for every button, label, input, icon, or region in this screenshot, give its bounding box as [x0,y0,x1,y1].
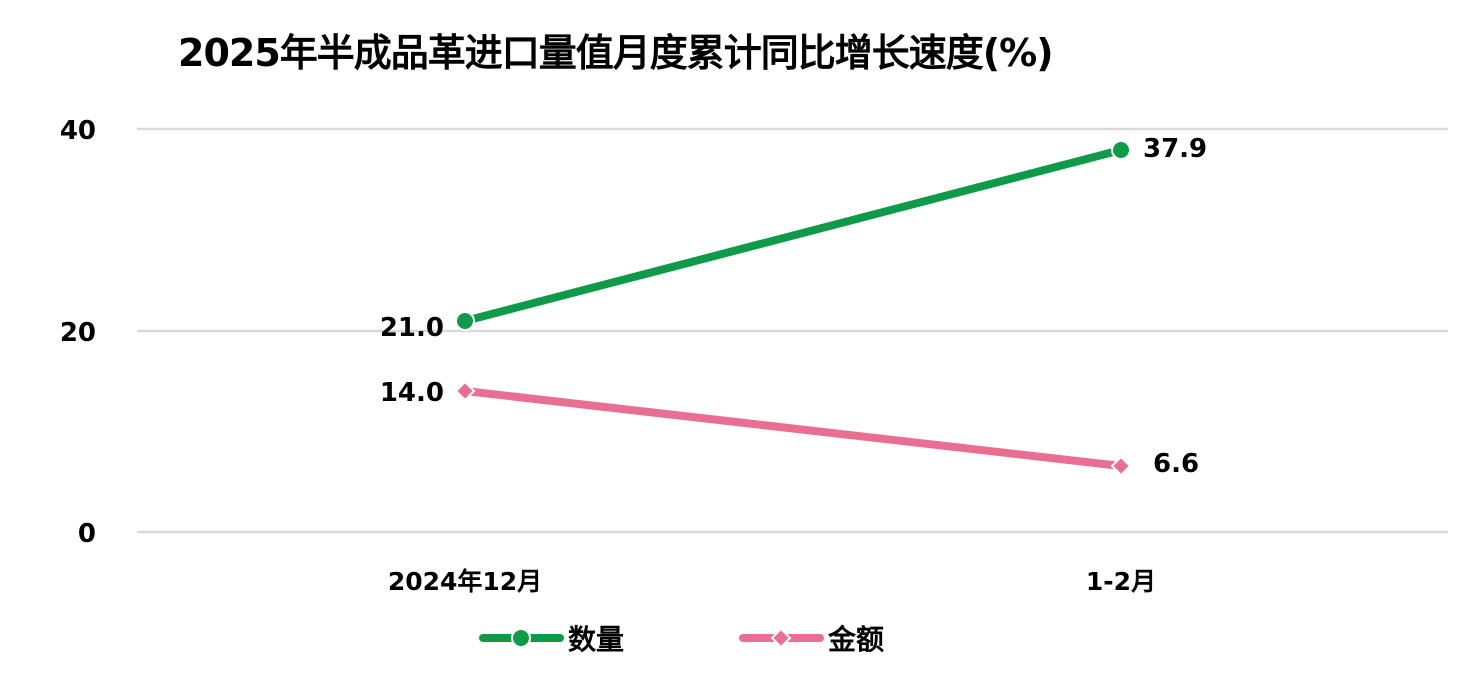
x-axis: 2024年12月 1-2月 [388,567,1156,596]
legend-label-quantity: 数量 [568,623,624,656]
series-amount: 14.0 6.6 [380,378,1199,479]
y-tick-0: 0 [78,519,96,549]
point-amount-0[interactable] [454,380,476,402]
y-tick-20: 20 [60,318,96,348]
point-amount-1[interactable] [1110,455,1132,477]
x-tick-1: 1-2月 [1086,567,1156,596]
y-tick-40: 40 [60,116,96,146]
legend-item-quantity[interactable]: 数量 [479,623,624,656]
chart-title: 2025年半成品革进口量值月度累计同比增长速度(%) [178,31,1054,75]
legend-label-amount: 金额 [827,623,884,656]
data-label-quantity-1: 37.9 [1143,134,1207,164]
series-quantity: 21.0 37.9 [380,134,1207,343]
legend-diamond-icon [770,627,792,649]
point-quantity-1[interactable] [1111,140,1131,160]
legend: 数量 金额 [479,623,884,656]
data-label-amount-0: 14.0 [380,378,444,408]
data-label-quantity-0: 21.0 [380,313,444,343]
legend-circle-icon [511,628,531,648]
gridlines [137,127,1448,534]
x-tick-0: 2024年12月 [388,567,542,596]
legend-item-amount[interactable]: 金额 [739,623,884,656]
y-axis: 40 20 0 [60,116,96,549]
point-quantity-0[interactable] [455,311,475,331]
data-label-amount-1: 6.6 [1153,449,1199,479]
